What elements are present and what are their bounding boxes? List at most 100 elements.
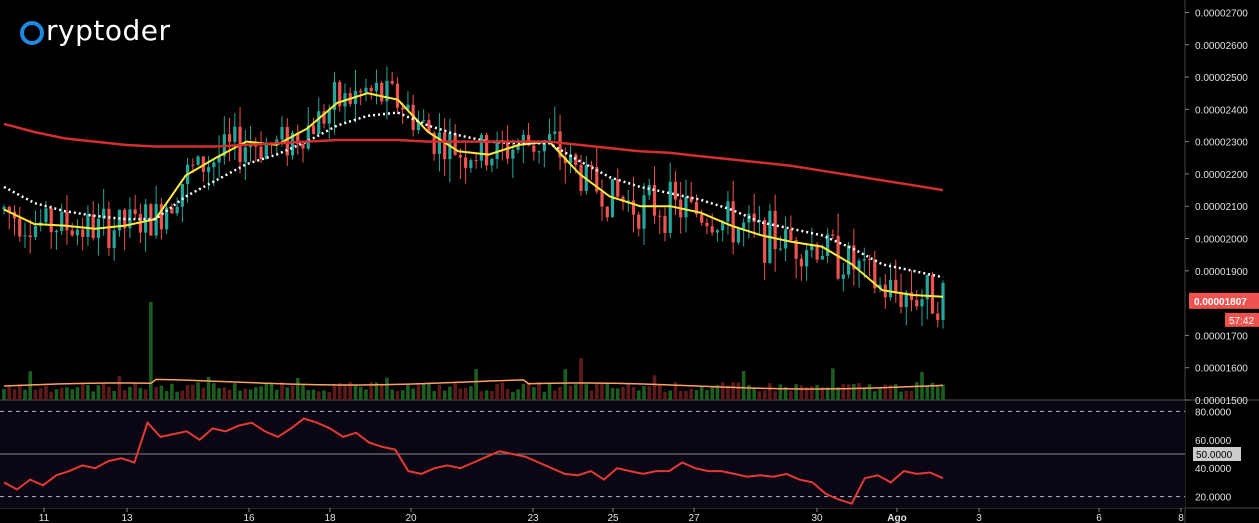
candle-body (322, 111, 326, 124)
volume-bar (500, 382, 505, 400)
volume-bar (33, 389, 38, 400)
volume-bar (537, 382, 541, 400)
volume-bar (925, 385, 930, 400)
volume-bar (474, 368, 478, 400)
ema-slow-line (3, 111, 944, 279)
volume-bar (191, 384, 195, 400)
volume-bar (358, 386, 363, 400)
candle-body (2, 206, 6, 210)
x-tick-label: 20 (405, 513, 417, 523)
volume-bar (364, 389, 368, 400)
candle-body (784, 229, 788, 249)
candle-body (301, 143, 305, 149)
rsi-tick-label: 60.0000 (1195, 436, 1232, 447)
x-tick-label: 8 (1178, 513, 1184, 523)
candle-body (904, 292, 908, 308)
candle-body (888, 279, 893, 298)
candle-body (589, 165, 594, 168)
candle-body (805, 250, 809, 267)
y-tick-label: 0.00001500 (1195, 396, 1248, 407)
candle-body (479, 134, 483, 161)
candle-body (86, 214, 90, 237)
candle-body (54, 230, 59, 233)
candle-body (206, 167, 211, 172)
volume-bar (589, 390, 594, 400)
volume-bar (238, 390, 242, 400)
candle-body (49, 208, 53, 233)
y-tick-label: 0.00001700 (1195, 331, 1248, 342)
volume-bar (914, 382, 919, 400)
candle-body (28, 235, 32, 238)
candle-body (631, 200, 636, 215)
volume-bar (285, 387, 290, 400)
candle-body (663, 216, 667, 233)
y-tick-label: 0.00002000 (1195, 235, 1248, 246)
x-tick-label: 23 (527, 513, 539, 523)
candle-body (374, 82, 379, 92)
volume-bar (337, 383, 342, 400)
volume-bar (222, 387, 227, 400)
candle-body (91, 214, 95, 239)
candle-body (285, 126, 289, 156)
candle-body (102, 208, 106, 219)
volume-bar (558, 386, 562, 400)
volume-bar (736, 382, 741, 400)
candle-body (616, 179, 620, 197)
candle-body (432, 132, 436, 154)
candles-group (2, 66, 945, 329)
volume-bar (348, 382, 353, 400)
y-tick-label: 0.00001900 (1195, 267, 1248, 278)
volume-bar (815, 384, 819, 400)
candle-body (899, 292, 903, 308)
candle-body (862, 259, 866, 261)
volume-bar (107, 386, 111, 400)
volume-bar (532, 387, 536, 400)
volume-bar (909, 390, 914, 400)
volume-bar (846, 384, 851, 400)
volume-bar (259, 386, 263, 400)
candle-body (642, 195, 646, 229)
volume-bar (91, 391, 95, 400)
volume-bar (385, 377, 389, 400)
volume-bar (180, 390, 185, 400)
volume-bar (164, 391, 169, 400)
volume-bar (122, 390, 127, 400)
candle-body (721, 221, 725, 231)
volume-bar (831, 368, 835, 400)
volume-bar (941, 384, 945, 400)
volume-bar (563, 369, 568, 400)
candle-body (427, 120, 431, 133)
candle-body (23, 235, 27, 237)
volume-bar (615, 388, 620, 400)
volume-bar (495, 383, 499, 400)
volume-bar (584, 384, 589, 400)
candle-body (915, 299, 919, 307)
volume-bar (306, 390, 311, 400)
candle-body (621, 196, 625, 202)
volume-bar (600, 382, 604, 400)
volume-bar (820, 387, 825, 400)
candle-body (359, 90, 363, 93)
volume-bar (689, 388, 694, 400)
logo-text: ryptoder (46, 14, 171, 47)
volume-bar (233, 383, 237, 400)
rsi-tick-label: 20.0000 (1195, 493, 1232, 504)
candle-body (778, 248, 782, 250)
rsi-tick-label: 50.0000 (1196, 450, 1233, 461)
x-tick-label: Ago (887, 513, 906, 523)
y-tick-label: 0.00002200 (1195, 170, 1248, 181)
volume-bar (516, 389, 520, 400)
volume-bar (112, 390, 116, 400)
volume-bar (694, 390, 699, 400)
volume-bar (437, 384, 442, 400)
volume-bar (159, 385, 164, 400)
volume-bar (44, 385, 48, 400)
volume-bar (406, 384, 410, 400)
candle-body (60, 211, 64, 231)
volume-bar (295, 377, 300, 400)
candle-body (558, 131, 562, 158)
volume-bar (490, 390, 494, 400)
volume-bar (762, 390, 767, 400)
x-tick-label: 18 (324, 513, 336, 523)
